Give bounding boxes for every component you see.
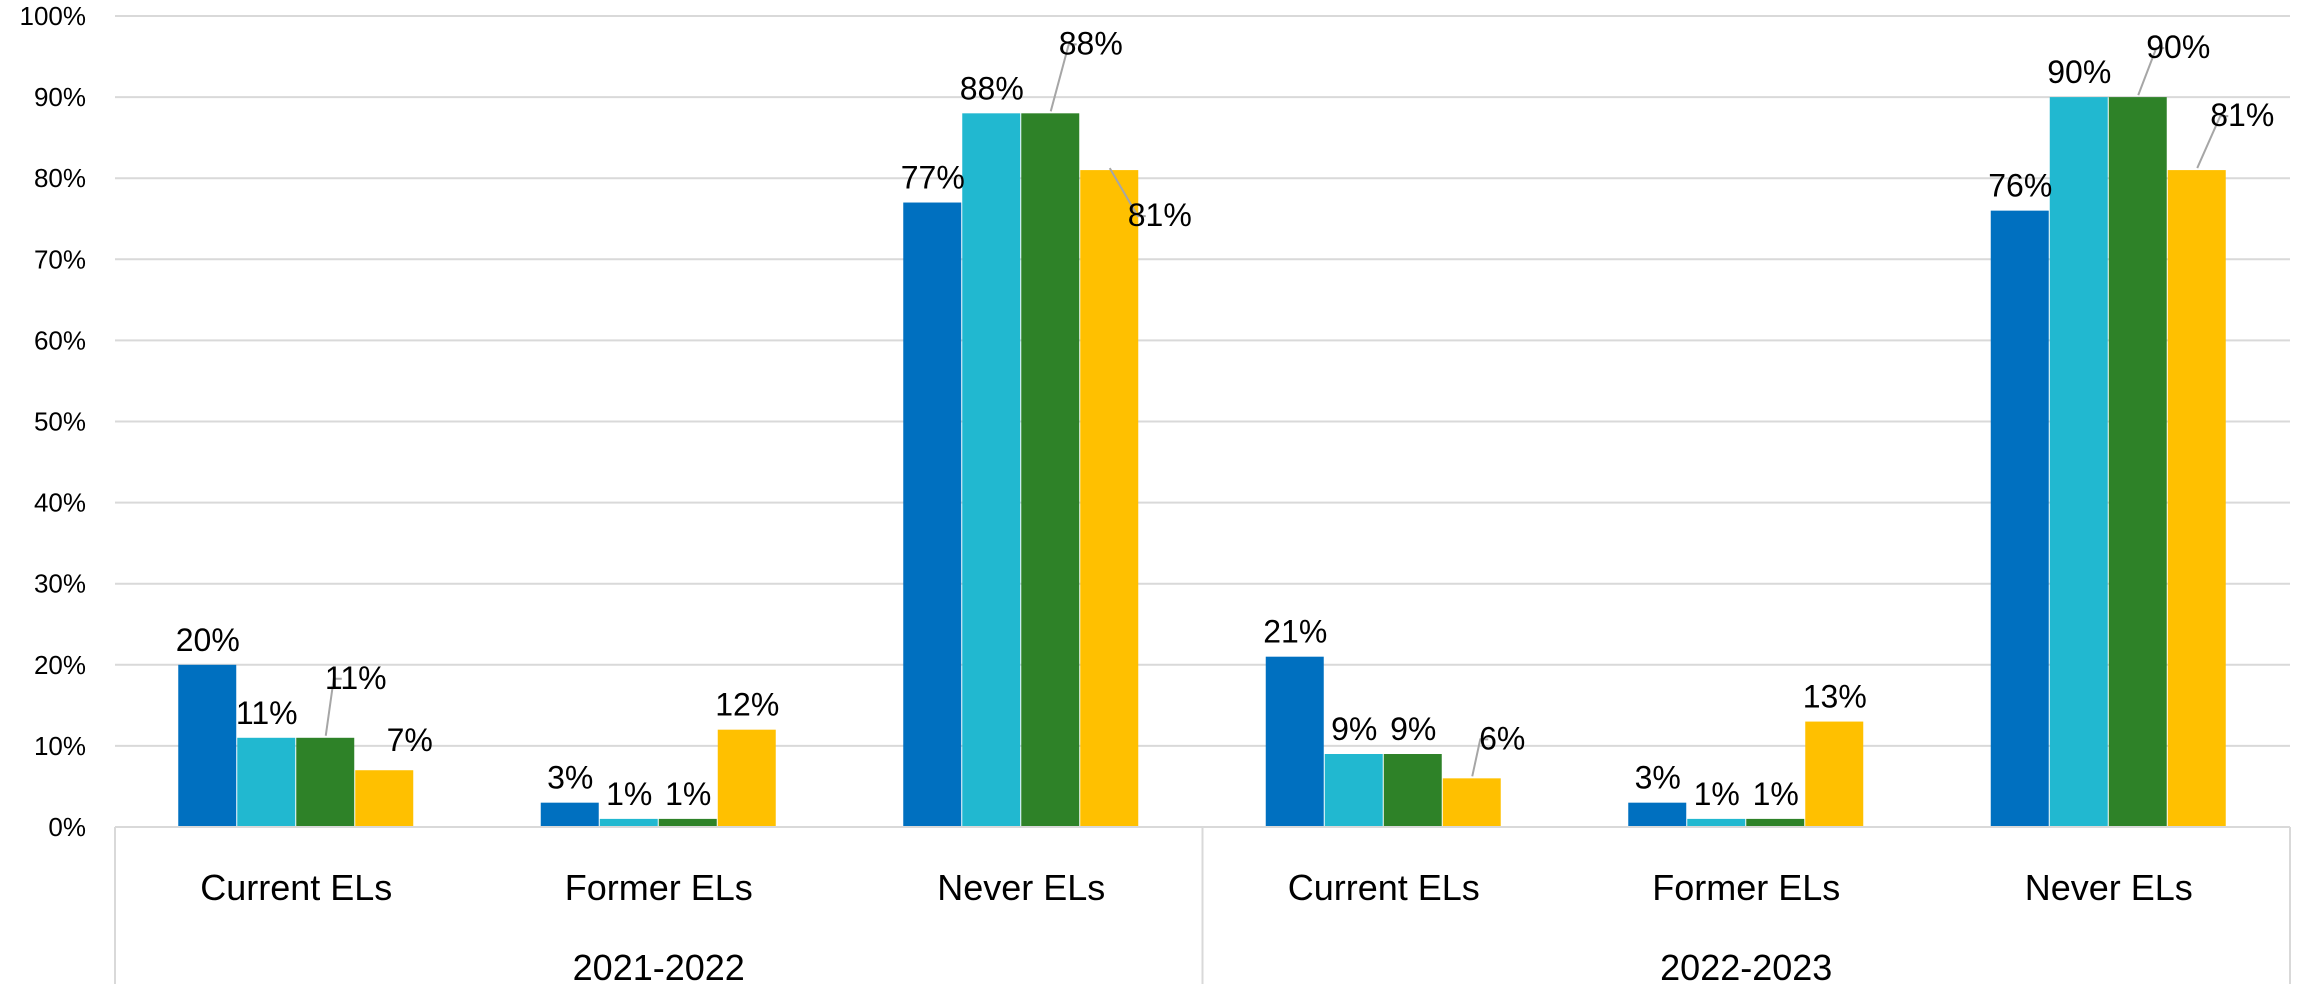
data-label: 81%	[1128, 197, 1192, 233]
data-label: 12%	[715, 687, 779, 723]
data-label: 6%	[1479, 720, 1525, 756]
data-labels: 20%11%11%7%3% 1% 1%12%77%88%88%81%21%9% 9% 6…	[176, 25, 2275, 812]
bar	[540, 802, 599, 827]
bar	[1442, 778, 1501, 827]
y-tick-label: 20%	[34, 650, 86, 680]
data-label: 9%	[1390, 711, 1436, 747]
y-tick-label: 60%	[34, 325, 86, 355]
data-label: 1%	[606, 776, 652, 812]
data-label: 7%	[387, 722, 433, 758]
data-label: 76%	[1988, 168, 2052, 204]
gridlines	[115, 15, 2290, 828]
y-tick-label: 70%	[34, 244, 86, 274]
y-tick-label: 90%	[34, 82, 86, 112]
data-label: 1%	[1694, 776, 1740, 812]
data-label: 90%	[2047, 54, 2111, 90]
data-label: 1%	[665, 776, 711, 812]
y-tick-label: 80%	[34, 163, 86, 193]
data-label: 11%	[325, 660, 387, 696]
bar	[1324, 754, 1383, 827]
data-label: 3%	[547, 760, 593, 796]
y-tick-label: 40%	[34, 488, 86, 518]
data-label: 88%	[1059, 25, 1123, 61]
leader-line	[1471, 738, 1489, 777]
bar	[178, 664, 237, 827]
data-label: 9%	[1331, 711, 1377, 747]
bar	[1080, 170, 1139, 828]
data-label: 13%	[1803, 679, 1867, 715]
leader-line	[1049, 43, 1077, 112]
bar	[355, 770, 414, 827]
category-label: Never ELs	[937, 867, 1105, 908]
y-tick-label: 100%	[20, 1, 87, 31]
y-tick-label: 10%	[34, 731, 86, 761]
category-label: Current ELs	[200, 867, 392, 908]
bar	[2167, 170, 2226, 828]
category-label: Never ELs	[2025, 867, 2193, 908]
bars	[178, 97, 2226, 828]
leader-line	[1108, 167, 1146, 218]
bar	[1805, 721, 1864, 827]
bar	[1746, 818, 1805, 827]
data-label: 3%	[1635, 760, 1681, 796]
y-tick-label: 50%	[34, 407, 86, 437]
y-tick-label: 0%	[48, 812, 86, 842]
bar	[296, 737, 355, 827]
bar	[599, 818, 658, 827]
y-axis-tick-labels: 0% 10% 20% 30% 40% 50% 60% 70% 80% 90% 100%	[20, 1, 87, 842]
data-label: 77%	[901, 160, 965, 196]
bar	[1021, 113, 1080, 827]
leader-line	[2196, 115, 2229, 169]
category-label: Former ELs	[1652, 867, 1840, 908]
leader-line	[324, 677, 342, 736]
bar	[962, 113, 1021, 827]
bar	[237, 737, 296, 827]
bar	[1628, 802, 1687, 827]
bar	[1687, 818, 1746, 827]
group-label: 2022-2023	[1660, 947, 1832, 984]
data-label: 21%	[1263, 614, 1327, 650]
bar	[903, 202, 962, 827]
leader-line	[2137, 47, 2165, 96]
bar	[2049, 97, 2108, 828]
data-label: 88%	[960, 70, 1024, 106]
y-tick-label: 30%	[34, 569, 86, 599]
bar	[717, 729, 776, 827]
bar	[1265, 656, 1324, 827]
group-label: 2021-2022	[573, 947, 745, 984]
bar	[658, 818, 717, 827]
data-label: 90%	[2146, 29, 2210, 65]
bar	[2108, 97, 2167, 828]
data-label: 1%	[1753, 776, 1799, 812]
category-label: Current ELs	[1288, 867, 1480, 908]
data-label: 11%	[236, 695, 298, 731]
x-axis: Current ELs Former ELs Never ELs 2021-2022 C…	[114, 826, 2291, 984]
data-label: 81%	[2210, 97, 2274, 133]
leader-lines	[324, 43, 2229, 777]
bar	[1383, 754, 1442, 827]
bar	[1990, 210, 2049, 827]
data-label: 20%	[176, 622, 240, 658]
category-label: Former ELs	[565, 867, 753, 908]
